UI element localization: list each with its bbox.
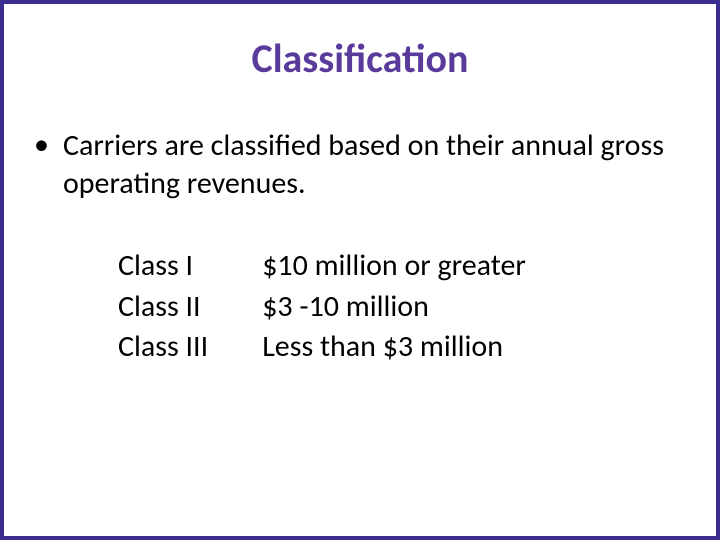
slide-frame: Classification • Carriers are classified… [0,0,720,540]
class-label: Class III [118,327,208,368]
class-range: Less than $3 million [262,327,526,368]
class-range-column: $10 million or greater $3 -10 million Le… [262,246,526,368]
class-label: Class II [118,287,208,328]
class-range: $3 -10 million [262,287,526,328]
bullet-text: Carriers are classified based on their a… [63,127,688,202]
bullet-marker: • [34,127,49,163]
class-range: $10 million or greater [262,246,526,287]
class-label-column: Class I Class II Class III [118,246,208,368]
classification-table: Class I Class II Class III $10 million o… [118,246,688,368]
bullet-item: • Carriers are classified based on their… [32,127,688,202]
slide-title: Classification [32,34,688,83]
class-label: Class I [118,246,208,287]
